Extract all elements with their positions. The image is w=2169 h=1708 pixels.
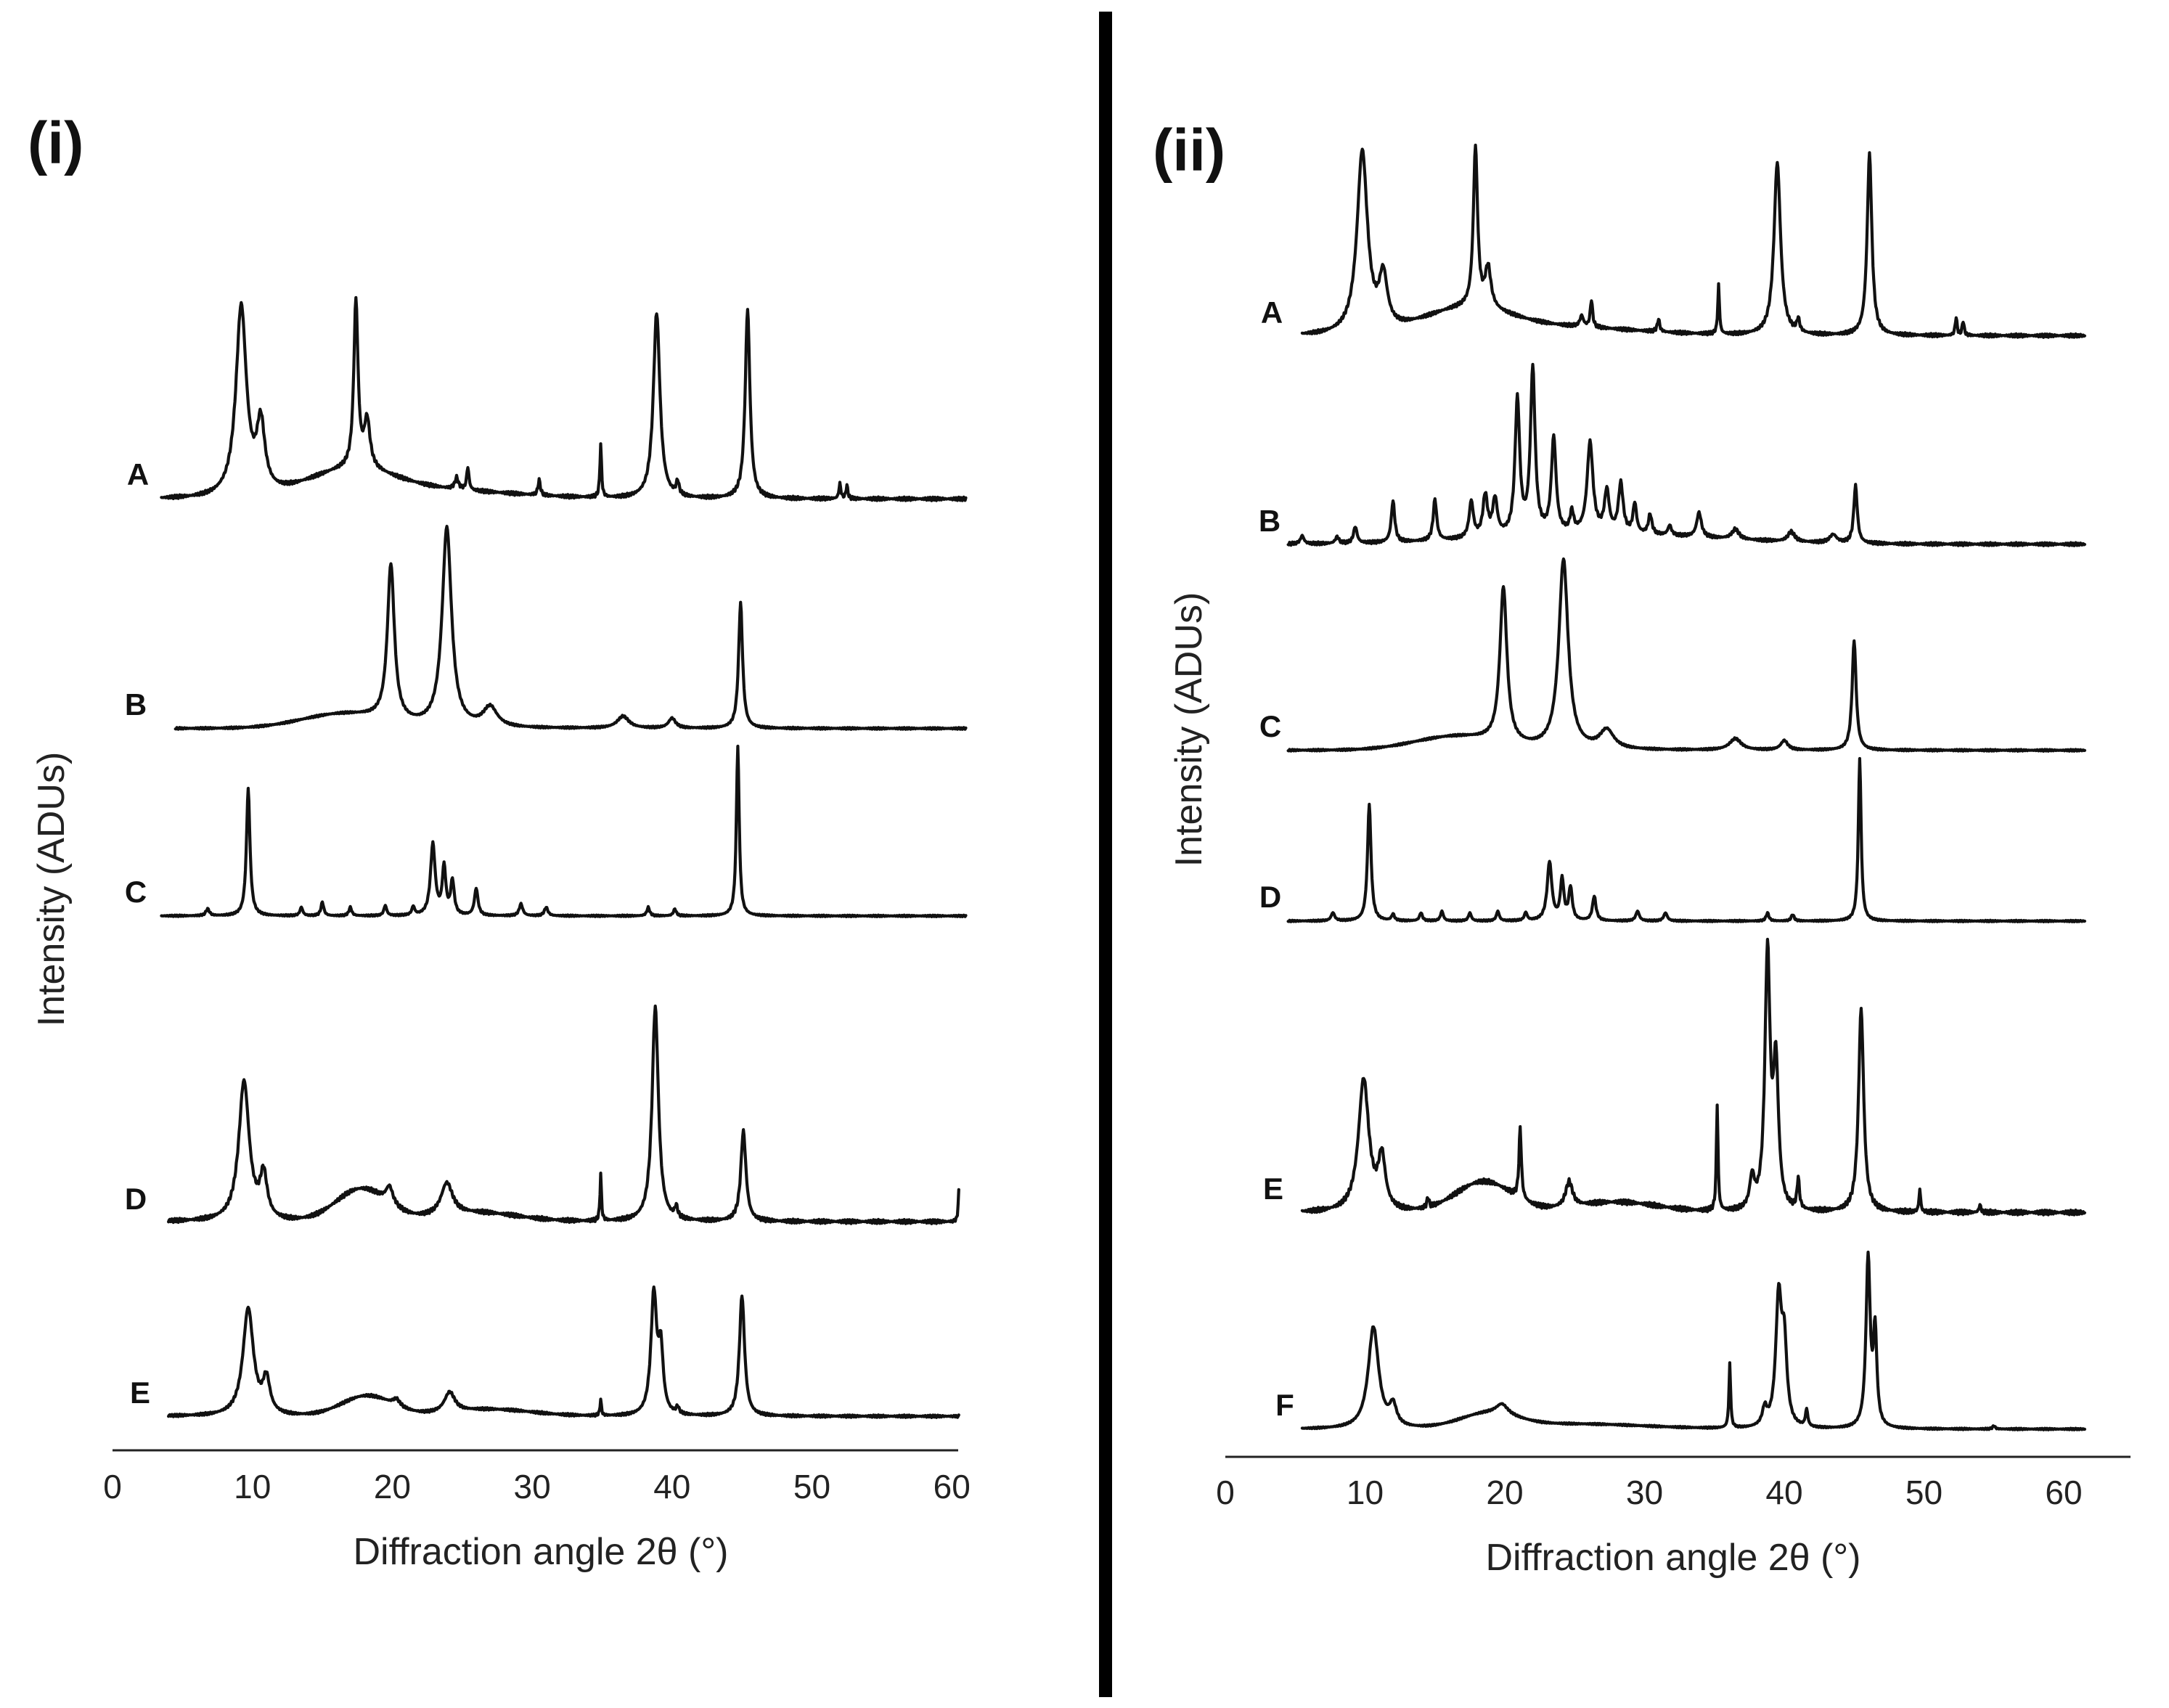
x-axis-title: Diffraction angle 2θ (°): [354, 1531, 729, 1573]
x-tick-label: 10: [1347, 1474, 1384, 1511]
trace-label-D: D: [125, 1182, 147, 1216]
trace-A: [160, 295, 968, 502]
x-tick-label: 10: [234, 1468, 271, 1505]
x-tick-label: 0: [1216, 1474, 1235, 1511]
trace-label-C: C: [125, 875, 147, 909]
trace-D: [1286, 756, 2086, 923]
trace-label-F: F: [1275, 1388, 1294, 1422]
trace-label-A: A: [1261, 295, 1283, 330]
x-tick-label: 40: [1765, 1474, 1802, 1511]
y-axis-title: Intensity (ADUs): [30, 752, 73, 1027]
trace-E: [167, 1285, 960, 1419]
x-axis-title: Diffraction angle 2θ (°): [1486, 1537, 1861, 1579]
x-tick-label: 20: [1486, 1474, 1523, 1511]
trace-F: [1300, 1250, 2086, 1431]
trace-label-E: E: [130, 1376, 150, 1410]
trace-label-C: C: [1259, 709, 1281, 743]
panel-ii: (ii) Intensity (ADUs) A B C D E F 0 10 20 30 40 50 60 D…: [1153, 118, 2131, 1579]
trace-label-B: B: [125, 687, 147, 722]
trace-C: [160, 744, 968, 918]
y-axis-title: Intensity (ADUs): [1168, 592, 1210, 867]
trace-label-E: E: [1263, 1172, 1283, 1206]
trace-label-A: A: [127, 457, 149, 491]
x-tick-label: 40: [653, 1468, 690, 1505]
trace-C: [1286, 557, 2086, 753]
x-tick-label: 60: [2045, 1474, 2082, 1511]
trace-B: [1286, 362, 2086, 547]
x-tick-label: 50: [793, 1468, 830, 1505]
trace-D: [167, 1004, 960, 1225]
x-tick-label: 0: [103, 1468, 122, 1505]
x-tick-label: 20: [374, 1468, 411, 1505]
panel-label: (ii): [1153, 118, 1225, 184]
panel-divider: [1099, 12, 1112, 1697]
x-tick-label: 50: [1905, 1474, 1943, 1511]
panel-i: (i) Intensity (ADUs) A B C D E 0 10 20 30 40 50 60 Dif…: [28, 110, 971, 1573]
x-tick-label: 30: [1626, 1474, 1663, 1511]
trace-label-D: D: [1259, 880, 1281, 914]
trace-label-B: B: [1259, 504, 1280, 538]
trace-A: [1300, 143, 2086, 339]
trace-B: [173, 524, 968, 731]
x-tick-label: 60: [934, 1468, 971, 1505]
x-tick-label: 30: [514, 1468, 551, 1505]
trace-E: [1300, 937, 2086, 1217]
panel-label: (i): [28, 110, 83, 176]
